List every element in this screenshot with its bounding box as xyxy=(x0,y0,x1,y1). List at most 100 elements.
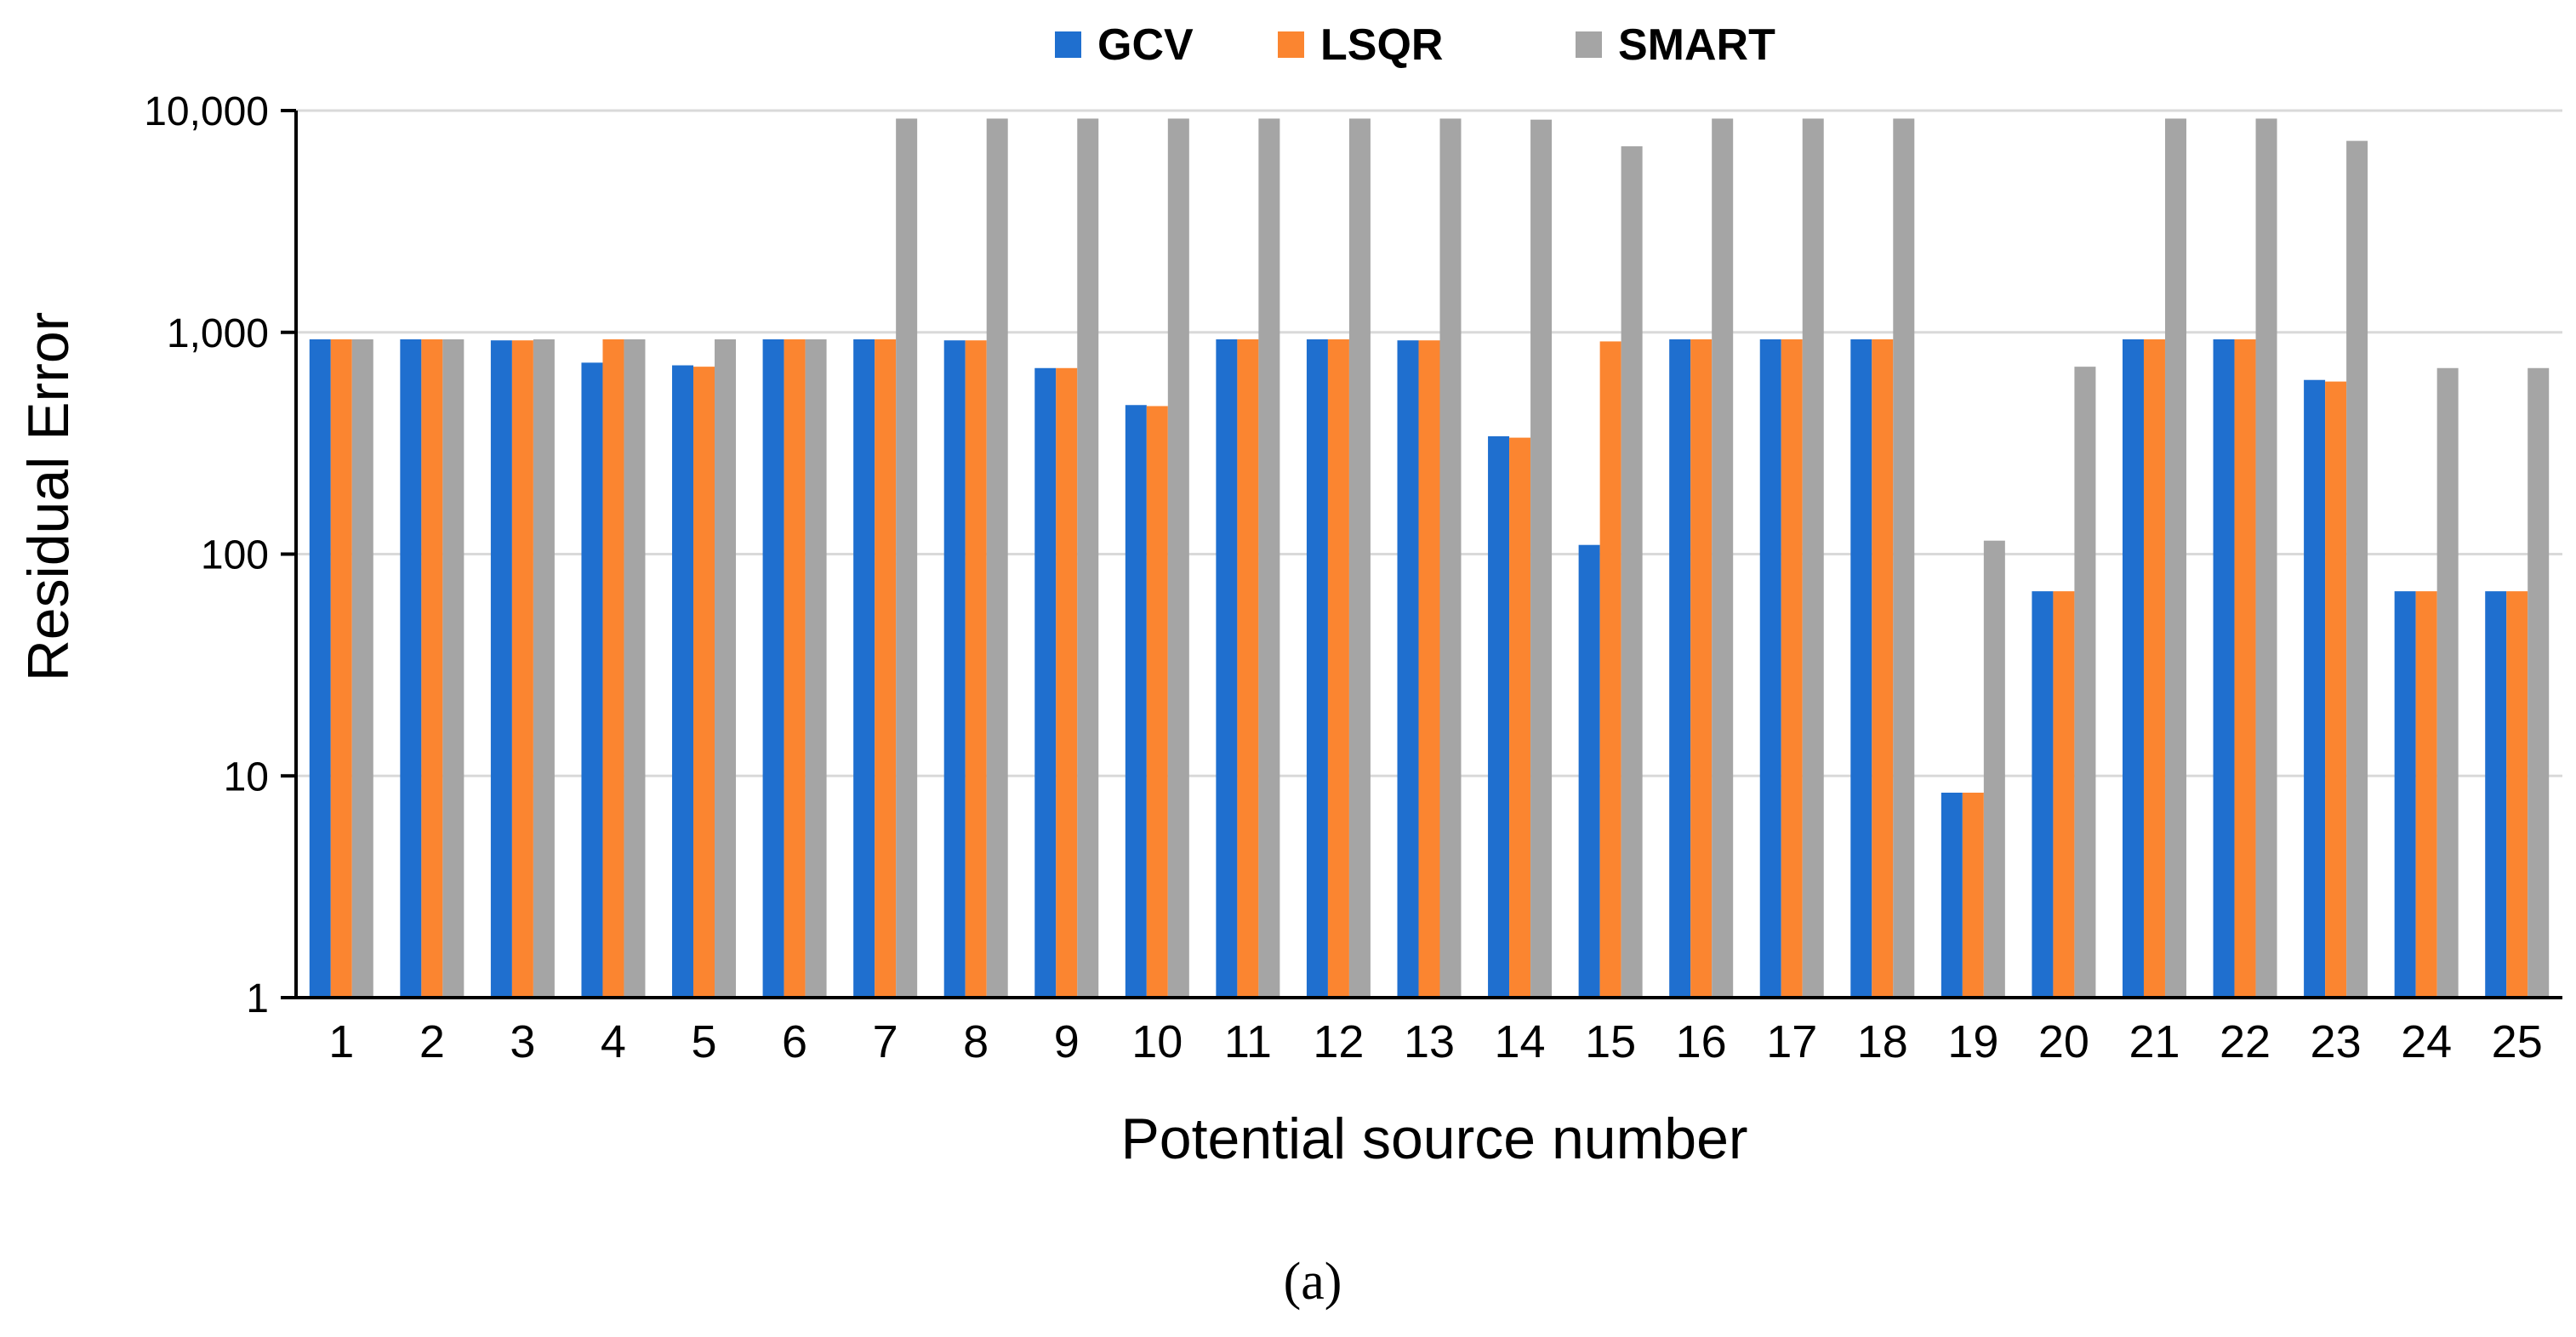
x-tick-label: 21 xyxy=(2129,1016,2180,1067)
bar-lsqr-24 xyxy=(2415,591,2437,998)
x-tick-label: 7 xyxy=(873,1016,898,1067)
legend-swatch-gcv xyxy=(1055,31,1081,58)
bar-lsqr-11 xyxy=(1237,339,1259,998)
bar-smart-2 xyxy=(442,339,464,998)
legend: GCV LSQR SMART xyxy=(1055,20,1775,70)
bar-smart-7 xyxy=(896,118,918,998)
y-tick-label: 10,000 xyxy=(144,89,269,134)
bar-lsqr-3 xyxy=(511,340,533,998)
bar-smart-1 xyxy=(351,339,373,998)
bar-gcv-13 xyxy=(1397,340,1419,998)
bar-lsqr-22 xyxy=(2234,339,2256,998)
bar-smart-8 xyxy=(986,118,1008,998)
bar-lsqr-10 xyxy=(1146,406,1168,998)
bar-gcv-14 xyxy=(1488,435,1510,998)
figure-caption: (a) xyxy=(1284,1253,1342,1311)
bar-smart-18 xyxy=(1893,118,1915,998)
legend-label-gcv: GCV xyxy=(1097,20,1194,70)
bar-smart-4 xyxy=(624,339,646,998)
x-axis-title: Potential source number xyxy=(1120,1107,1747,1171)
x-tick-label: 6 xyxy=(782,1016,807,1067)
x-tick-label: 10 xyxy=(1131,1016,1183,1067)
bar-gcv-17 xyxy=(1759,339,1781,998)
bar-lsqr-25 xyxy=(2506,591,2528,998)
bar-lsqr-2 xyxy=(421,339,443,998)
x-tick-label: 5 xyxy=(691,1016,716,1067)
bar-lsqr-17 xyxy=(1781,339,1803,998)
bar-gcv-8 xyxy=(943,340,966,998)
bar-gcv-22 xyxy=(2213,339,2235,998)
x-tick-label: 1 xyxy=(328,1016,354,1067)
bar-smart-20 xyxy=(2074,367,2096,998)
bar-smart-3 xyxy=(533,339,555,998)
bar-lsqr-19 xyxy=(1962,792,1984,998)
bar-gcv-3 xyxy=(490,340,512,998)
bar-gcv-24 xyxy=(2394,591,2416,998)
y-axis-title: Residual Error xyxy=(16,312,81,682)
legend-swatch-lsqr xyxy=(1278,31,1304,58)
x-tick-label: 19 xyxy=(1947,1016,1998,1067)
bar-lsqr-1 xyxy=(330,339,352,998)
bar-lsqr-13 xyxy=(1418,340,1440,998)
bar-gcv-18 xyxy=(1850,339,1872,998)
bar-gcv-23 xyxy=(2304,379,2326,998)
bar-gcv-9 xyxy=(1034,367,1057,998)
y-tick-label: 10 xyxy=(224,754,269,799)
bar-smart-23 xyxy=(2346,140,2368,998)
x-tick-label: 24 xyxy=(2401,1016,2452,1067)
bar-gcv-1 xyxy=(309,339,331,998)
x-tick-label: 3 xyxy=(510,1016,535,1067)
bar-lsqr-18 xyxy=(1872,339,1894,998)
bar-gcv-11 xyxy=(1216,339,1238,998)
bar-smart-13 xyxy=(1439,118,1462,998)
bar-lsqr-23 xyxy=(2325,381,2347,998)
y-tick-label: 1 xyxy=(246,976,269,1021)
bar-gcv-4 xyxy=(581,362,603,998)
legend-label-smart: SMART xyxy=(1618,20,1775,70)
bar-lsqr-4 xyxy=(602,339,624,998)
y-tick-label: 100 xyxy=(201,533,269,578)
bar-smart-12 xyxy=(1348,118,1371,998)
bar-lsqr-9 xyxy=(1056,367,1078,998)
bar-smart-22 xyxy=(2255,118,2277,998)
bar-gcv-12 xyxy=(1306,339,1328,998)
bar-smart-9 xyxy=(1077,118,1099,998)
bar-gcv-20 xyxy=(2032,591,2054,998)
bar-gcv-19 xyxy=(1941,792,1963,998)
bar-gcv-25 xyxy=(2485,591,2507,998)
x-tick-label: 20 xyxy=(2038,1016,2089,1067)
x-tick-label: 11 xyxy=(1224,1016,1272,1067)
bar-lsqr-12 xyxy=(1327,339,1349,998)
x-tick-label: 2 xyxy=(419,1016,445,1067)
bar-smart-6 xyxy=(805,339,827,998)
bar-lsqr-7 xyxy=(875,339,897,998)
x-tick-label: 23 xyxy=(2311,1016,2362,1067)
bar-gcv-10 xyxy=(1125,405,1147,998)
bar-lsqr-5 xyxy=(693,367,715,998)
bar-smart-14 xyxy=(1530,119,1553,998)
x-tick-label: 18 xyxy=(1857,1016,1908,1067)
x-tick-label: 13 xyxy=(1404,1016,1455,1067)
x-tick-label: 14 xyxy=(1495,1016,1546,1067)
bar-smart-16 xyxy=(1712,118,1734,998)
bars xyxy=(309,118,2550,998)
x-tick-label: 4 xyxy=(601,1016,626,1067)
bar-lsqr-21 xyxy=(2143,339,2165,998)
x-tick-label: 12 xyxy=(1313,1016,1364,1067)
bar-smart-15 xyxy=(1621,146,1643,998)
bar-smart-11 xyxy=(1258,118,1280,998)
bar-lsqr-14 xyxy=(1509,437,1531,998)
x-tick-label: 15 xyxy=(1585,1016,1636,1067)
bar-lsqr-6 xyxy=(784,339,806,998)
y-tick-label: 1,000 xyxy=(167,311,269,356)
bar-smart-10 xyxy=(1167,118,1189,998)
bar-lsqr-15 xyxy=(1599,341,1621,998)
x-tick-label: 16 xyxy=(1676,1016,1727,1067)
bar-gcv-7 xyxy=(853,339,875,998)
x-tick-label: 17 xyxy=(1766,1016,1817,1067)
legend-swatch-smart xyxy=(1576,31,1602,58)
bar-smart-17 xyxy=(1802,118,1824,998)
x-tick-label: 9 xyxy=(1054,1016,1080,1067)
